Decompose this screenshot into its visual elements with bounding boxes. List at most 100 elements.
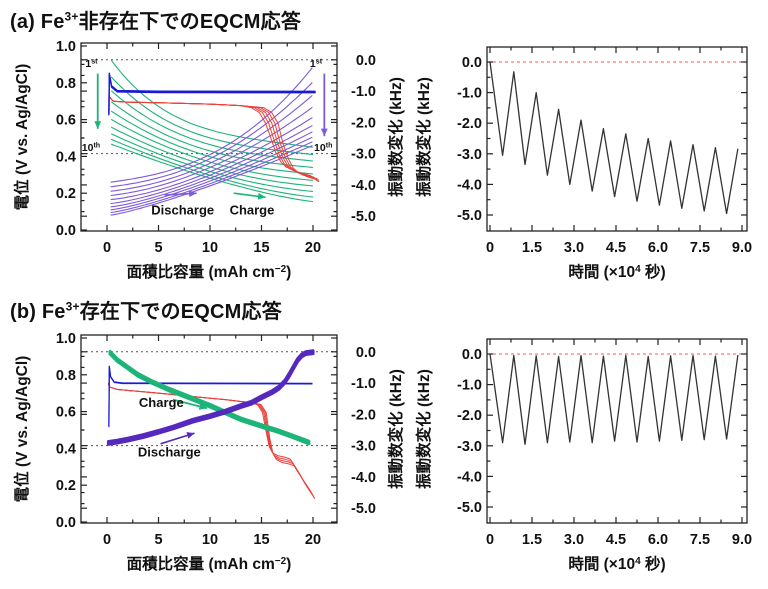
y-tick-label: 0.2 <box>56 186 76 202</box>
y-axis-label: 振動数変化 (kHz) <box>414 369 433 489</box>
annotation-label: Discharge <box>151 202 214 217</box>
x-tick-label: 4.5 <box>606 532 626 548</box>
series-frequency <box>489 61 739 215</box>
x-axis-label: 面積比容量 (mAh cm−2) <box>127 554 292 573</box>
y2-tick-label: -4.0 <box>351 178 376 194</box>
x-tick-label: 0 <box>103 240 111 256</box>
series-charge_frequency <box>111 60 314 148</box>
y-tick-label: 0.6 <box>56 405 76 421</box>
series-charge_frequency <box>111 143 314 203</box>
panel-a-title-prefix: (a) Fe <box>10 11 65 33</box>
y2-tick-label: 0.0 <box>356 345 376 361</box>
y2-tick-label: -2.0 <box>351 115 376 131</box>
x-tick-label: 5 <box>154 240 162 256</box>
series-group-b_left <box>106 349 316 499</box>
y-tick-label: 0.2 <box>56 478 76 494</box>
series-charge_frequency <box>111 101 314 168</box>
x-tick-label: 15 <box>253 240 269 256</box>
series-charge_frequency <box>111 126 314 187</box>
x-tick-label: 20 <box>305 532 321 548</box>
series-discharge_voltage <box>108 382 316 499</box>
y2-tick-label: -1.0 <box>351 376 376 392</box>
y-tick-label: 0.4 <box>56 441 76 457</box>
series-discharge_frequency <box>110 107 313 196</box>
x-tick-label: 3.0 <box>564 240 584 256</box>
annotation-arrowhead <box>94 121 102 129</box>
plot-frame <box>486 46 748 232</box>
y2-tick-label: -3.0 <box>351 439 376 455</box>
panel-b-charts: 0 5 10 15 20 0.0 0.2 0.4 0.6 0.8 1.0 0.0 -1.0 -2.0 -3.… <box>12 331 752 573</box>
chart-b_right: 0 1.5 3.0 4.5 6.0 7.5 9.0 0.0 -1.0 -2.0 -3.0 -4.0 -5… <box>414 338 752 573</box>
x-tick-label: 9.0 <box>732 240 752 256</box>
panel-a-charts: 0 5 10 15 20 0.0 0.2 0.4 0.6 0.8 1.0 0.0 -1.0 -2.0 -3.… <box>12 39 752 281</box>
y-axis-label: 電位 (V vs. Ag/AgCl) <box>12 64 31 211</box>
annotation-label: Discharge <box>138 445 201 460</box>
x-tick-label: 6.0 <box>648 240 668 256</box>
panel-a-title-suffix: 非存在下でのEQCM応答 <box>78 11 302 33</box>
x-tick-label: 0 <box>103 532 111 548</box>
x-tick-label: 4.5 <box>606 240 626 256</box>
y-tick-label: -1.0 <box>457 86 482 102</box>
panel-b-title-prefix: (b) Fe <box>10 301 66 323</box>
annotations-b_left: Charge Discharge <box>138 395 208 460</box>
y-tick-label: -4.0 <box>457 469 482 485</box>
series-discharge_frequency <box>110 82 313 188</box>
y2-axis-label: 振動数変化 (kHz) <box>386 369 405 489</box>
y-tick-label: -1.0 <box>457 378 482 394</box>
annotations-a_left: 1st 10th 1st 10th Discharge Charge <box>82 58 333 218</box>
series-charge_frequency <box>111 76 314 156</box>
series-charge_frequency <box>111 133 314 192</box>
annotation-arrowhead <box>186 432 195 439</box>
x-tick-label: 6.0 <box>648 532 668 548</box>
y-tick-label: -5.0 <box>457 500 482 516</box>
plot-frame <box>486 338 748 524</box>
annotation-label: Charge <box>139 395 184 410</box>
panel-a-title: (a) Fe3+非存在下でのEQCM応答 <box>10 5 301 34</box>
y-tick-label: -2.0 <box>457 116 482 132</box>
x-axis-label: 時間 (×104 秒) <box>568 554 665 573</box>
series-discharge_voltage <box>108 96 315 178</box>
series-discharge_frequency <box>110 125 313 205</box>
x-tick-label: 10 <box>202 532 218 548</box>
y-tick-label: 1.0 <box>56 331 76 347</box>
annotation-arrowhead <box>320 128 328 137</box>
y-tick-label: 1.0 <box>56 39 76 55</box>
y-tick-label: -2.0 <box>457 408 482 424</box>
y-tick-label: 0.4 <box>56 149 76 165</box>
y2-tick-label: -1.0 <box>351 84 376 100</box>
x-tick-label: 20 <box>305 240 321 256</box>
chart-b_left: 0 5 10 15 20 0.0 0.2 0.4 0.6 0.8 1.0 0.0 -1.0 -2.0 -3.… <box>12 331 405 573</box>
series-frequency <box>489 353 739 445</box>
x-tick-label: 0 <box>486 532 494 548</box>
x-axis-label: 時間 (×104 秒) <box>568 262 665 281</box>
x-tick-label: 0 <box>486 240 494 256</box>
y-tick-label: 0.6 <box>56 113 76 129</box>
y-tick-label: -4.0 <box>457 177 482 193</box>
panel-b-title: (b) Fe3+存在下でのEQCM応答 <box>10 295 282 324</box>
y2-tick-label: -5.0 <box>351 501 376 517</box>
annotation-cycle-label: 10th <box>82 141 100 154</box>
chart-a_right: 0 1.5 3.0 4.5 6.0 7.5 9.0 0.0 -1.0 -2.0 -3.0 -4.0 -5… <box>414 46 752 281</box>
y-tick-label: -3.0 <box>457 147 482 163</box>
y-tick-label: -3.0 <box>457 439 482 455</box>
series-group-b_right <box>489 353 739 445</box>
x-tick-label: 1.5 <box>522 532 542 548</box>
series-charge_voltage <box>108 72 316 114</box>
series-discharge_frequency <box>110 145 313 216</box>
x-tick-label: 1.5 <box>522 240 542 256</box>
panel-a-title-sup: 3+ <box>64 9 79 24</box>
y-axis-label: 電位 (V vs. Ag/AgCl) <box>12 356 31 503</box>
chart-a_left: 0 5 10 15 20 0.0 0.2 0.4 0.6 0.8 1.0 0.0 -1.0 -2.0 -3.… <box>12 39 405 281</box>
annotation-arrowhead <box>257 192 266 200</box>
x-tick-label: 5 <box>154 532 162 548</box>
annotation-label: Charge <box>230 202 275 217</box>
x-tick-label: 10 <box>202 240 218 256</box>
y-tick-label: -5.0 <box>457 208 482 224</box>
panel-b-title-sup: 3+ <box>65 299 80 314</box>
x-tick-label: 7.5 <box>690 532 710 548</box>
annotation-arrowhead <box>188 190 197 198</box>
plot-frame <box>80 334 338 524</box>
x-tick-label: 3.0 <box>564 532 584 548</box>
y-tick-label: 0.0 <box>462 347 482 363</box>
